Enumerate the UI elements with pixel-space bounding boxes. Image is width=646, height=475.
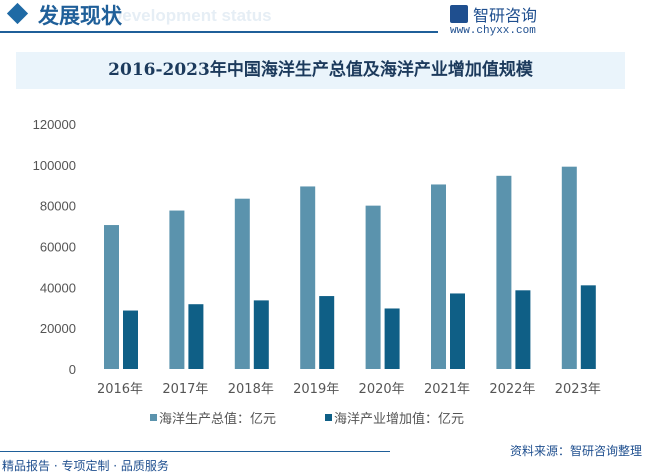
legend-label: 海洋生产总值：亿元 <box>159 411 276 427</box>
footer-slogan: 精品报告 · 专项定制 · 品质服务 <box>2 459 169 473</box>
bar-gross-product <box>234 198 250 369</box>
logo-text: 智研咨询 <box>473 6 538 25</box>
website-url: www.chyxx.com <box>450 25 536 37</box>
y-tick-label: 0 <box>69 362 76 377</box>
bar-value-added <box>123 310 138 369</box>
bar-value-added <box>450 293 465 369</box>
x-tick-label: 2017年 <box>162 382 208 397</box>
x-tick-label: 2022年 <box>489 382 535 397</box>
bar-gross-product <box>496 175 512 369</box>
bar-value-added <box>188 304 204 369</box>
bar-gross-product <box>365 205 381 369</box>
logo-icon <box>450 5 468 23</box>
legend-label: 海洋产业增加值：亿元 <box>334 411 464 427</box>
bar-value-added <box>515 290 531 369</box>
data-source: 资料来源：智研咨询整理 <box>509 444 642 458</box>
bar-value-added <box>253 300 269 369</box>
x-tick-label: 2020年 <box>359 382 405 397</box>
y-tick-label: 20000 <box>40 321 76 336</box>
bar-gross-product <box>431 184 446 369</box>
x-tick-label: 2019年 <box>293 382 339 397</box>
y-tick-label: 40000 <box>40 280 76 295</box>
bar-value-added <box>580 285 596 369</box>
header-divider <box>0 31 438 33</box>
legend-swatch <box>150 414 157 421</box>
y-tick-label: 120000 <box>33 117 76 132</box>
bar-gross-product <box>169 210 185 369</box>
y-tick-label: 100000 <box>33 158 76 173</box>
bar-gross-product <box>300 186 316 369</box>
footer-divider <box>0 451 390 452</box>
chart-title: 2016-2023年中国海洋生产总值及海洋产业增加值规模 <box>16 52 625 89</box>
x-tick-label: 2018年 <box>228 382 274 397</box>
y-tick-label: 60000 <box>40 240 76 255</box>
x-tick-label: 2016年 <box>97 382 143 397</box>
bar-value-added <box>384 308 400 369</box>
legend-swatch <box>325 414 332 421</box>
bar-gross-product <box>104 225 119 369</box>
header-subtitle-en: Development status <box>110 6 272 25</box>
header-title: 发展现状 <box>38 4 122 28</box>
y-tick-label: 80000 <box>40 199 76 214</box>
logo: 智研咨询 <box>450 2 537 26</box>
x-tick-label: 2021年 <box>424 382 470 397</box>
bar-value-added <box>319 296 335 369</box>
bar-gross-product <box>561 166 577 369</box>
x-tick-label: 2023年 <box>555 382 601 397</box>
